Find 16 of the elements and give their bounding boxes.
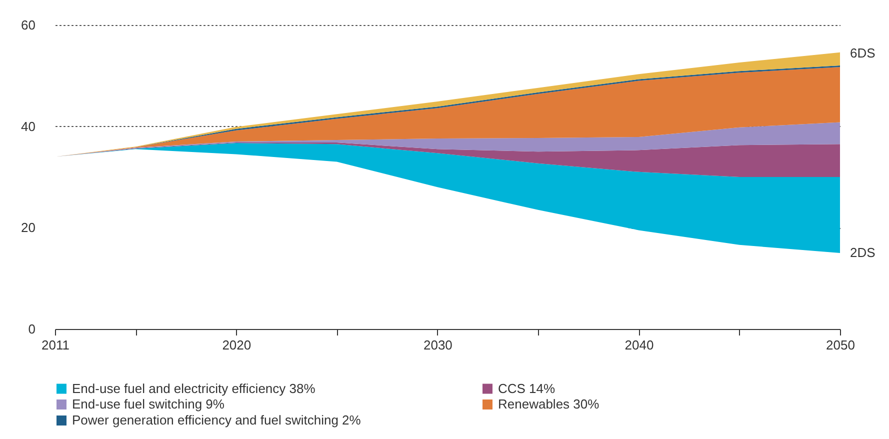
x-tick-label: 2040 (624, 338, 654, 352)
y-tick-label: 20 (21, 220, 36, 236)
x-tick-label: 2020 (222, 338, 252, 352)
annotation: 2DS (850, 245, 876, 260)
y-tick-label: 0 (28, 322, 36, 336)
y-tick-label: 40 (21, 118, 36, 134)
legend-label: CCS 14% (498, 380, 556, 396)
y-tick-label: 60 (21, 18, 36, 32)
annotation: 6DS (850, 45, 876, 60)
x-tick-label: 2011 (42, 338, 70, 352)
legend-label: Renewables 30% (498, 396, 600, 412)
legend-label: Power generation efficiency and fuel switching 2% (72, 412, 362, 428)
x-tick-label: 2030 (423, 338, 452, 352)
x-tick-label: 2050 (826, 338, 855, 352)
legend-label: End-use fuel switching 9% (72, 396, 225, 412)
legend-label: End-use fuel and electricity efficiency 38% (72, 380, 316, 396)
